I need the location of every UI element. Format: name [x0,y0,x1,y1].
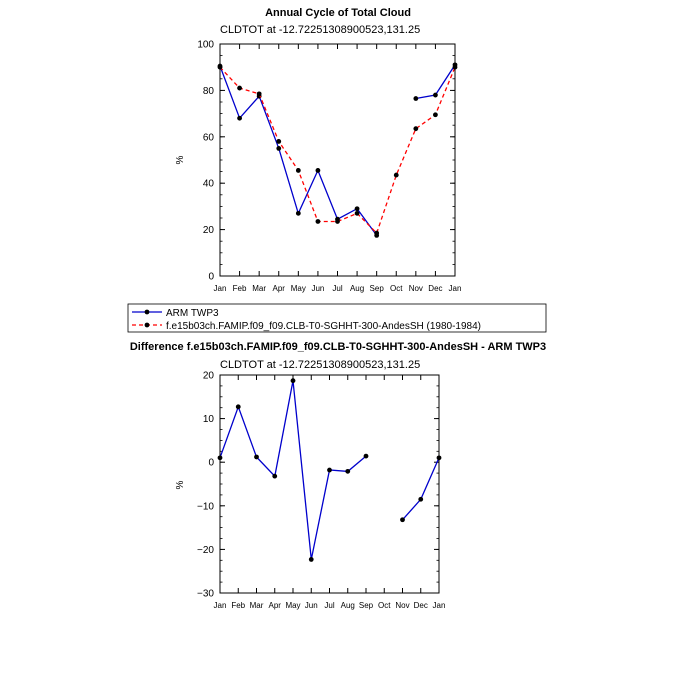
data-point [276,146,282,151]
data-point [272,473,278,479]
legend-box [127,303,547,333]
x-tick-label: Oct [378,601,391,610]
x-tick-label: Jan [433,601,446,610]
x-tick-label: Jul [324,601,334,610]
y-tick-label: −20 [197,545,214,556]
data-point [393,172,399,178]
data-point [308,557,314,562]
data-point [327,467,332,473]
x-tick-label: Dec [414,601,428,610]
data-point [315,219,321,224]
series-line-a [219,380,367,560]
y-tick-label: 100 [197,40,214,51]
data-point [335,219,340,224]
y-tick-label: 20 [203,225,215,236]
legend-marker-arm [144,309,150,315]
plot-frame [219,43,456,277]
x-tick-label: Jun [311,284,324,293]
x-tick-label: Jan [449,284,462,293]
data-point [256,91,262,97]
x-tick-label: Apr [273,284,286,293]
x-tick-label: Jul [332,284,342,293]
x-tick-label: Mar [252,284,266,293]
data-point [290,378,296,384]
x-tick-label: Mar [250,601,264,610]
data-point [354,206,360,212]
legend: ARM TWP3 f.e15b03ch.FAMIP.f09_f09.CLB-T0… [127,303,547,333]
data-point [433,112,438,118]
data-point [413,126,419,132]
x-tick-label: Feb [231,601,245,610]
y-tick-label: −10 [197,501,214,512]
data-point [400,517,405,523]
y-tick-label: 80 [203,86,215,97]
diff-chart-subtitle: CLDTOT at -12.72251308900523,131.25 [220,359,420,371]
y-tick-label: 40 [203,179,215,190]
x-tick-label: Sep [359,601,374,610]
data-point [433,92,438,98]
x-tick-label: Nov [409,284,423,293]
x-tick-label: Oct [390,284,403,293]
data-point [418,496,424,502]
x-tick-label: Nov [395,601,409,610]
x-tick-label: Aug [341,601,355,610]
x-tick-label: Dec [428,284,442,293]
chart-title: Annual Cycle of Total Cloud [265,7,411,19]
x-tick-label: Aug [350,284,364,293]
data-point [354,210,360,216]
data-point [295,168,301,173]
data-point [413,96,419,101]
x-tick-label: Sep [370,284,385,293]
series-line-a [402,457,440,521]
data-point [315,168,321,173]
diff-chart-title: Difference f.e15b03ch.FAMIP.f09_f09.CLB-… [130,341,546,353]
data-point [237,85,242,91]
legend-label-model: f.e15b03ch.FAMIP.f09_f09.CLB-T0-SGHHT-30… [166,321,481,332]
data-point [295,210,301,216]
diff-y-axis-label: % [175,480,186,489]
data-point [237,115,242,121]
diff-plot-frame [219,374,440,594]
x-tick-label: May [291,284,306,293]
x-tick-label: May [285,601,300,610]
data-point [345,468,351,474]
x-tick-label: Feb [233,284,247,293]
y-tick-label: 0 [208,458,214,469]
y-axis-label: % [175,155,186,164]
y-tick-label: −30 [197,589,214,600]
x-tick-label: Jan [214,601,227,610]
difference-chart: Difference f.e15b03ch.FAMIP.f09_f09.CLB-… [130,341,546,610]
y-tick-label: 0 [208,272,214,283]
series-line-a [219,65,378,236]
legend-marker-model [144,322,150,328]
series-line-b [219,66,456,235]
legend-label-arm: ARM TWP3 [166,308,219,319]
x-tick-label: Jun [305,601,318,610]
y-tick-label: 60 [203,132,215,143]
y-tick-label: 20 [203,371,215,382]
data-point [363,453,369,459]
y-tick-label: 10 [203,414,215,425]
annual-cycle-chart: Annual Cycle of Total Cloud CLDTOT at -1… [175,7,461,293]
data-point [254,454,259,460]
x-tick-label: Jan [214,284,227,293]
chart-subtitle: CLDTOT at -12.72251308900523,131.25 [220,24,420,36]
data-point [374,230,380,236]
data-point [235,404,241,410]
x-tick-label: Apr [269,601,282,610]
data-point [276,139,282,144]
